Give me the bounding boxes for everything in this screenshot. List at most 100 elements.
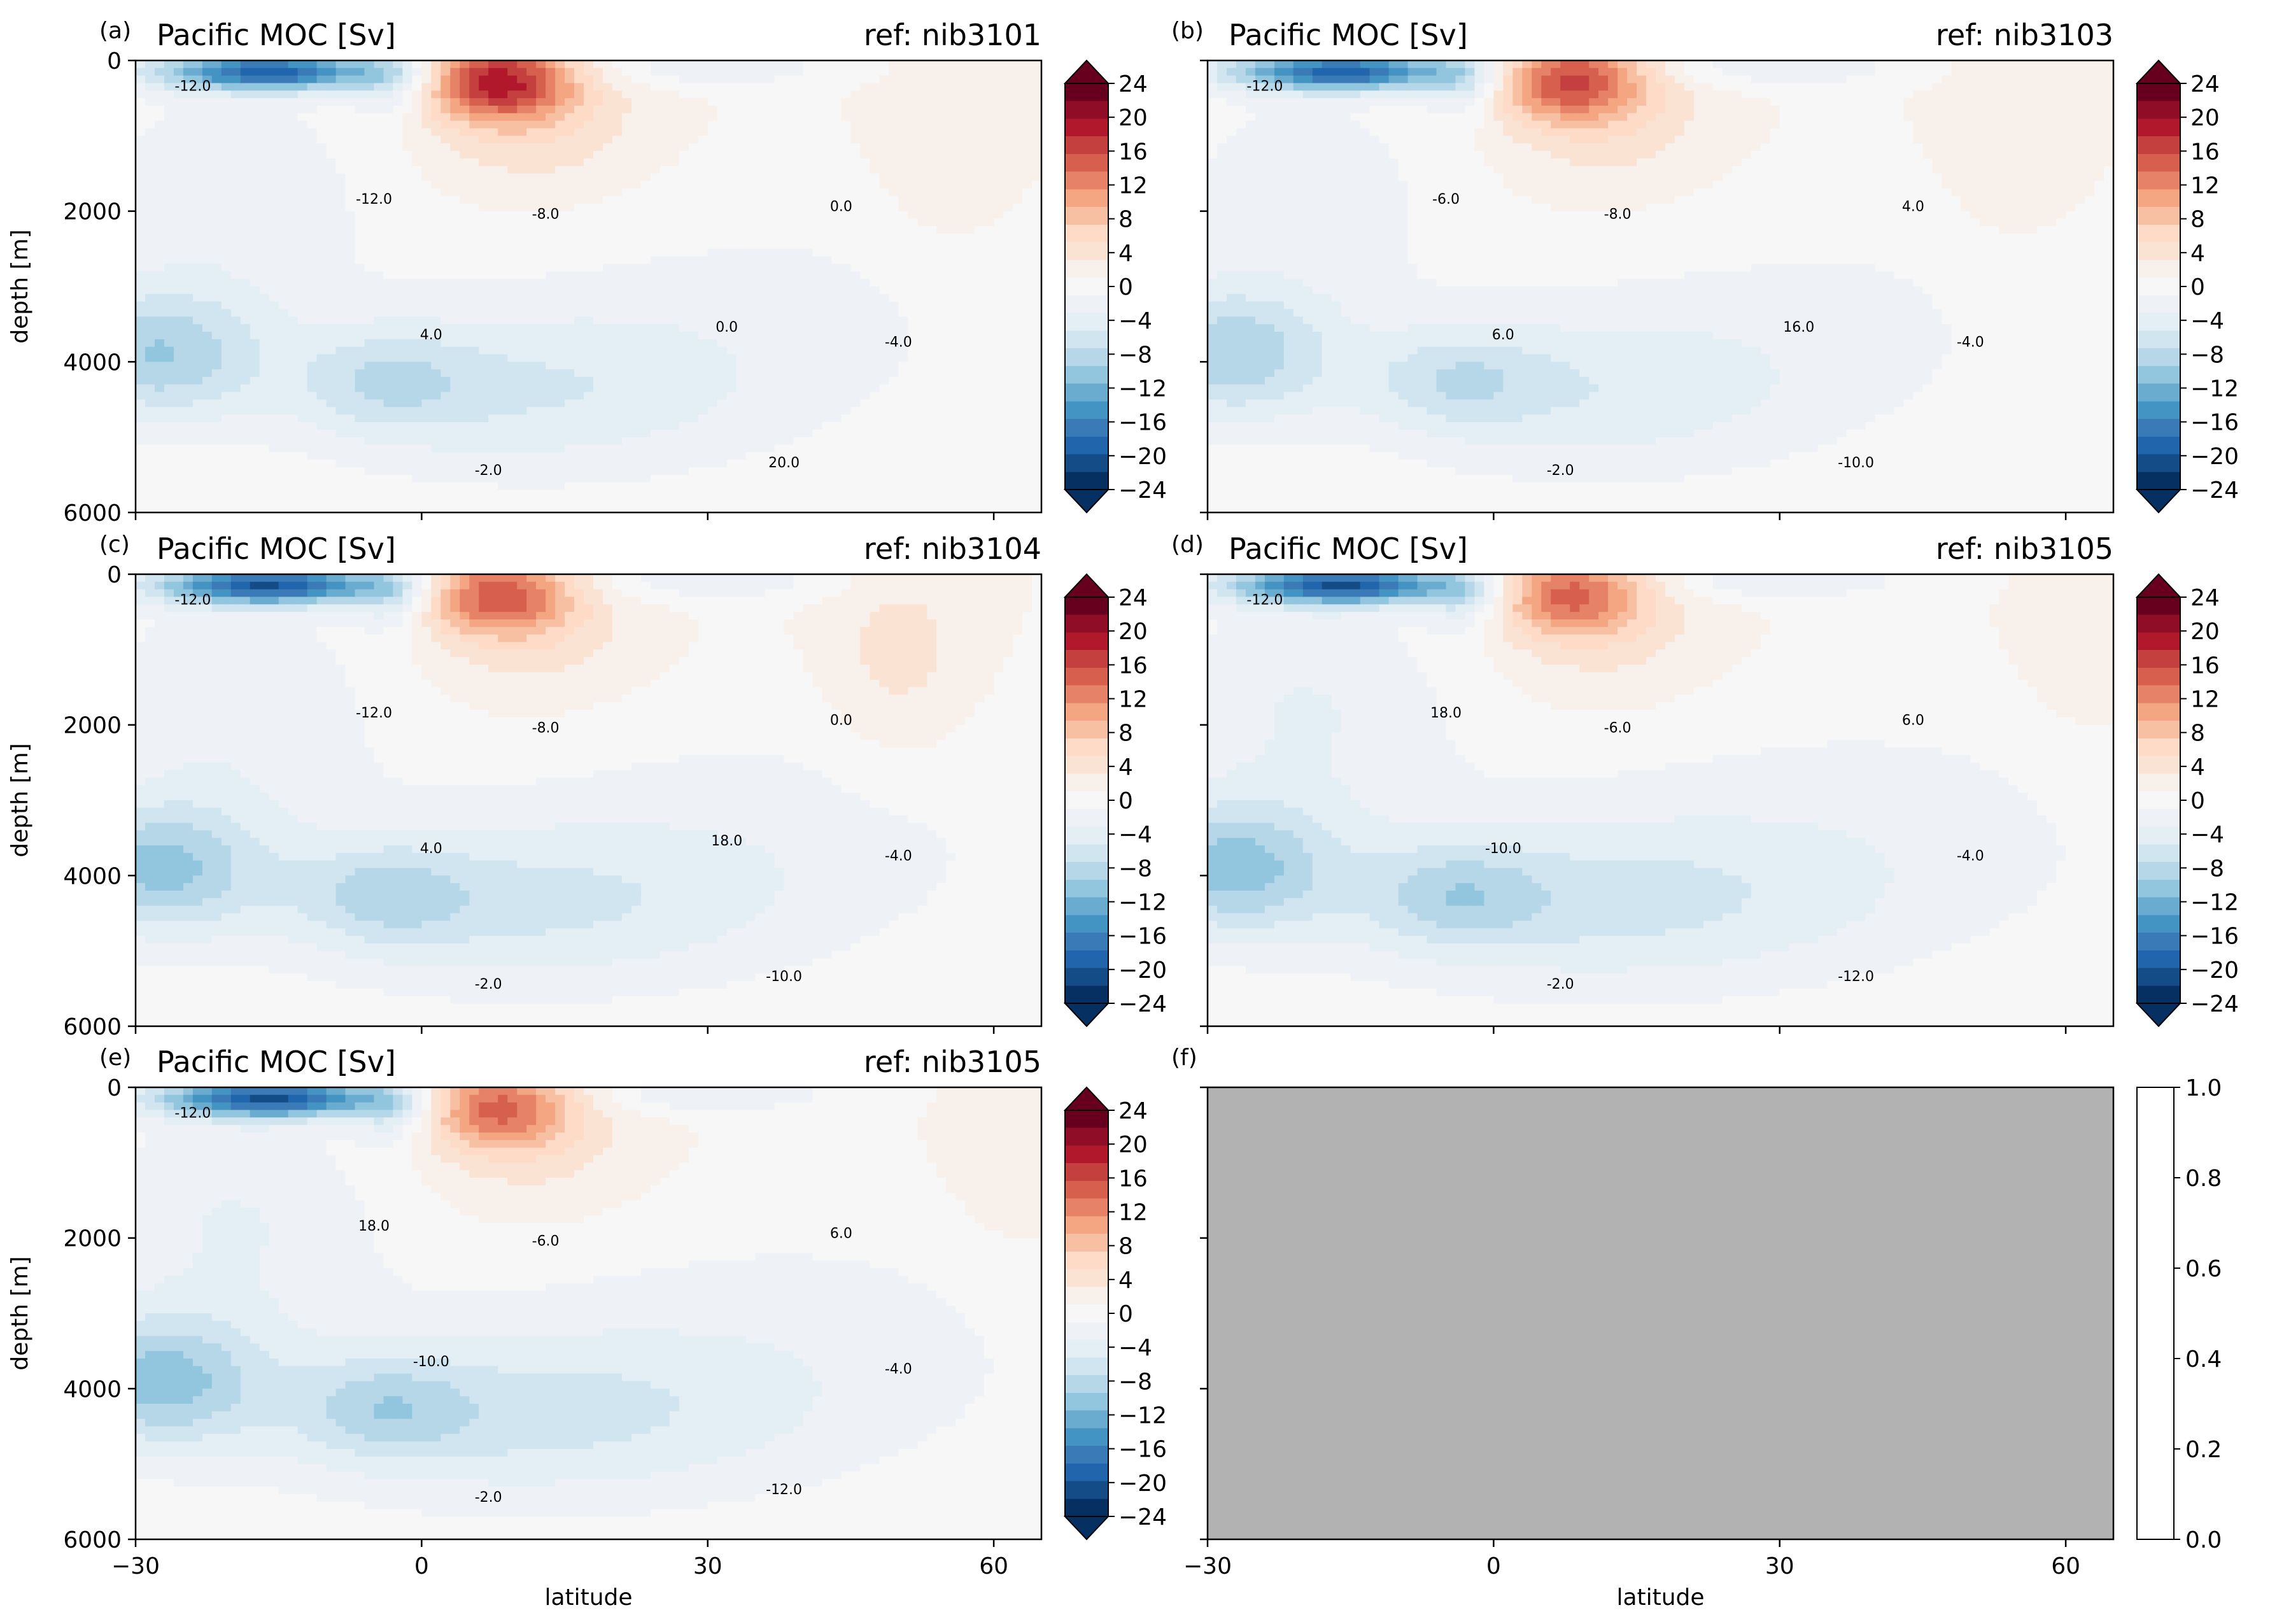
moc-cell — [479, 460, 489, 468]
moc-cell — [155, 377, 165, 385]
moc-cell — [355, 384, 365, 393]
moc-cell — [221, 158, 232, 167]
moc-cell — [259, 241, 270, 250]
moc-cell — [669, 460, 680, 468]
moc-cell — [774, 67, 785, 76]
moc-cell — [460, 188, 470, 197]
moc-cell — [574, 256, 584, 265]
moc-cell — [917, 218, 928, 227]
moc-cell — [498, 286, 508, 295]
moc-cell — [326, 422, 337, 430]
moc-cell — [192, 354, 203, 363]
moc-cell — [278, 444, 289, 453]
moc-cell — [221, 384, 232, 393]
moc-cell — [755, 196, 766, 204]
moc-cell — [755, 384, 766, 393]
moc-cell — [745, 316, 756, 325]
moc-cell — [364, 75, 375, 84]
moc-cell — [784, 490, 794, 498]
moc-cell — [345, 407, 356, 415]
moc-cell — [650, 60, 661, 69]
moc-cell — [841, 181, 852, 189]
moc-cell — [240, 75, 251, 84]
moc-cell — [335, 173, 346, 182]
moc-cell — [546, 392, 556, 400]
moc-cell — [812, 286, 823, 295]
moc-cell — [345, 286, 356, 295]
moc-cell — [860, 309, 871, 318]
moc-cell — [755, 399, 766, 408]
moc-cell — [640, 286, 651, 295]
moc-cell — [297, 218, 308, 227]
moc-cell — [650, 211, 661, 220]
moc-cell — [841, 309, 852, 318]
moc-cell — [574, 60, 584, 69]
moc-cell — [565, 293, 575, 302]
moc-cell — [479, 293, 489, 302]
moc-cell — [889, 301, 899, 310]
moc-cell — [345, 83, 356, 92]
moc-cell — [574, 143, 584, 152]
moc-cell — [555, 301, 565, 310]
moc-cell — [412, 437, 423, 446]
moc-cell — [230, 234, 241, 242]
moc-cell — [155, 490, 165, 498]
moc-cell — [441, 316, 451, 325]
moc-cell — [850, 497, 861, 505]
moc-cell — [565, 173, 575, 182]
moc-cell — [383, 271, 394, 279]
moc-cell — [555, 399, 565, 408]
moc-cell — [355, 369, 365, 378]
moc-cell — [364, 136, 375, 144]
moc-cell — [860, 279, 871, 287]
moc-cell — [469, 346, 480, 355]
moc-cell — [173, 286, 184, 295]
moc-cell — [803, 173, 814, 182]
moc-cell — [297, 113, 308, 122]
moc-cell — [297, 98, 308, 106]
moc-cell — [364, 467, 375, 476]
moc-cell — [240, 196, 251, 204]
moc-cell — [803, 113, 814, 122]
moc-cell — [698, 497, 708, 505]
moc-cell — [621, 414, 632, 423]
moc-cell — [355, 241, 365, 250]
moc-cell — [460, 211, 470, 220]
moc-cell — [469, 422, 480, 430]
moc-cell — [717, 203, 728, 212]
moc-cell — [479, 271, 489, 279]
moc-cell — [402, 414, 413, 423]
moc-cell — [250, 151, 260, 159]
moc-cell — [898, 482, 909, 491]
moc-cell — [841, 474, 852, 483]
moc-cell — [488, 75, 498, 84]
moc-cell — [202, 143, 213, 152]
moc-cell — [469, 437, 480, 446]
moc-cell — [726, 444, 737, 453]
moc-cell — [364, 414, 375, 423]
moc-cell — [850, 234, 861, 242]
moc-cell — [355, 497, 365, 505]
moc-cell — [631, 377, 642, 385]
moc-cell — [441, 113, 451, 122]
moc-cell — [831, 362, 842, 370]
moc-cell — [450, 474, 461, 483]
moc-cell — [698, 452, 708, 460]
moc-cell — [488, 384, 498, 393]
moc-cell — [393, 474, 404, 483]
moc-cell — [765, 256, 775, 265]
moc-cell — [517, 60, 527, 69]
moc-cell — [831, 490, 842, 498]
moc-cell — [374, 369, 384, 378]
moc-cell — [889, 339, 899, 348]
moc-cell — [526, 271, 537, 279]
moc-cell — [593, 369, 603, 378]
moc-cell — [755, 332, 766, 340]
moc-cell — [136, 399, 146, 408]
moc-cell — [412, 75, 423, 84]
moc-cell — [812, 429, 823, 438]
moc-cell — [736, 339, 747, 348]
moc-cell — [850, 98, 861, 106]
moc-cell — [745, 158, 756, 167]
moc-cell — [421, 377, 432, 385]
